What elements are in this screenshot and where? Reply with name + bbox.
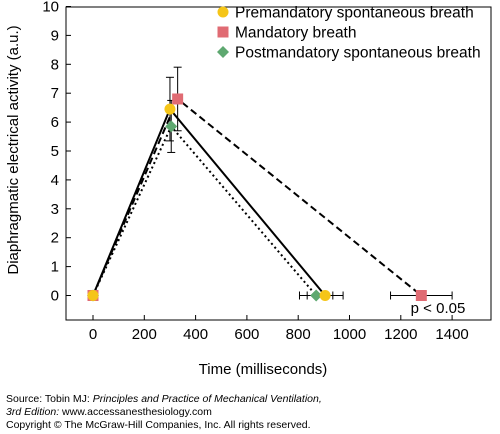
x-tick-label: 200 — [132, 326, 157, 343]
data-point-circle — [319, 290, 331, 301]
chart: Diaphragmatic electrical activity (a.u.)… — [5, 0, 492, 378]
axis-ticks: 0 1 2 3 4 5 6 7 8 9 10 0 200 400 600 800 1000 1200 1400 — [42, 0, 468, 343]
y-tick-label: 6 — [51, 114, 59, 131]
y-tick-label: 3 — [51, 201, 59, 218]
y-tick-label: 0 — [51, 288, 59, 305]
data-point-circle — [164, 103, 176, 115]
copyright-line: Copyright © The McGraw-Hill Companies, I… — [6, 419, 311, 431]
y-tick-label: 1 — [51, 259, 59, 276]
data-point-square — [415, 290, 427, 301]
series-lines — [92, 97, 422, 297]
y-tick-label: 10 — [42, 0, 59, 16]
error-bars — [165, 66, 453, 300]
x-tick-label: 400 — [183, 326, 208, 343]
y-tick-label: 4 — [51, 172, 59, 189]
y-tick-label: 2 — [51, 230, 59, 247]
x-tick-label: 0 — [89, 326, 97, 343]
series-line-2 — [92, 97, 422, 297]
source-line-1: Source: Tobin MJ: Principles and Practic… — [6, 393, 496, 406]
y-axis-title: Diaphragmatic electrical activity (a.u.) — [5, 25, 22, 274]
source-book-title: Principles and Practice of Mechanical Ve… — [92, 393, 322, 405]
data-point-diamond — [165, 120, 178, 133]
legend-label-3: Postmandatory spontaneous breath — [235, 45, 481, 62]
legend-marker-2 — [217, 26, 229, 38]
series-line-1 — [92, 107, 326, 297]
legend-marker-3 — [217, 46, 229, 58]
source-edition: 3rd Edition: — [6, 406, 63, 418]
x-tick-label: 1000 — [333, 326, 366, 343]
x-tick-label: 800 — [286, 326, 311, 343]
legend: Premandatory spontaneous breath Mandatory… — [217, 5, 481, 62]
data-markers — [87, 93, 427, 302]
legend-label-2: Mandatory breath — [235, 25, 357, 42]
legend-label-1: Premandatory spontaneous breath — [235, 5, 474, 22]
y-tick-label: 7 — [51, 85, 59, 102]
source-line-2: 3rd Edition: www.accessanesthesiology.co… — [6, 406, 496, 419]
data-point-diamond — [310, 289, 323, 302]
x-tick-label: 1400 — [435, 326, 468, 343]
source-url[interactable]: www.accessanesthesiology.com — [62, 406, 212, 418]
data-point-circle — [87, 290, 99, 301]
plot-frame — [65, 6, 492, 321]
x-tick-label: 1200 — [384, 326, 417, 343]
y-tick-label: 9 — [51, 27, 59, 44]
p-value-annotation: p < 0.05 — [411, 300, 466, 317]
source-prefix: Source: Tobin MJ: — [6, 393, 93, 405]
data-point-square — [172, 93, 184, 105]
legend-marker-1 — [217, 6, 229, 18]
x-axis-title: Time (milliseconds) — [199, 361, 328, 378]
y-tick-label: 8 — [51, 56, 59, 73]
x-tick-label: 600 — [234, 326, 259, 343]
source-credit: Source: Tobin MJ: Principles and Practic… — [6, 393, 496, 432]
y-tick-label: 5 — [51, 143, 59, 160]
